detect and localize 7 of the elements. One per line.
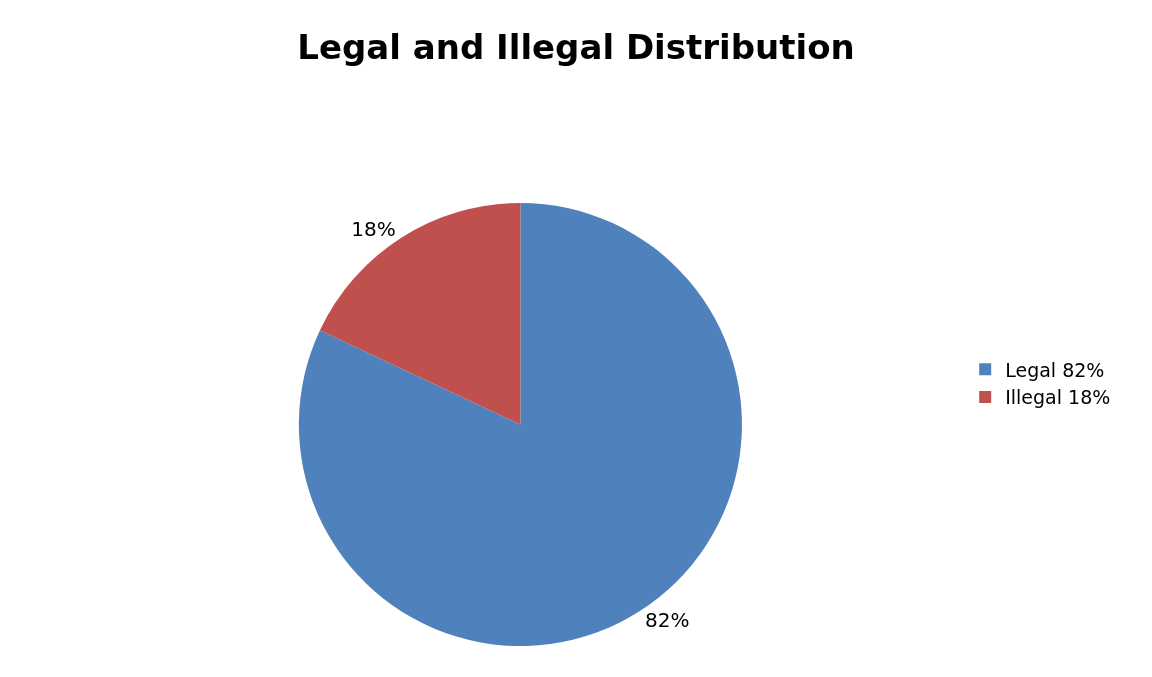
data-label: 82% — [645, 608, 690, 633]
data-label: 18% — [351, 216, 396, 241]
chart-title: Legal and Illegal Distribution — [297, 27, 855, 68]
pie-slice — [319, 202, 521, 425]
legend-label: Illegal 18% — [1005, 386, 1111, 409]
pie-slice — [299, 202, 742, 646]
legend-label: Legal 82% — [1005, 358, 1105, 381]
